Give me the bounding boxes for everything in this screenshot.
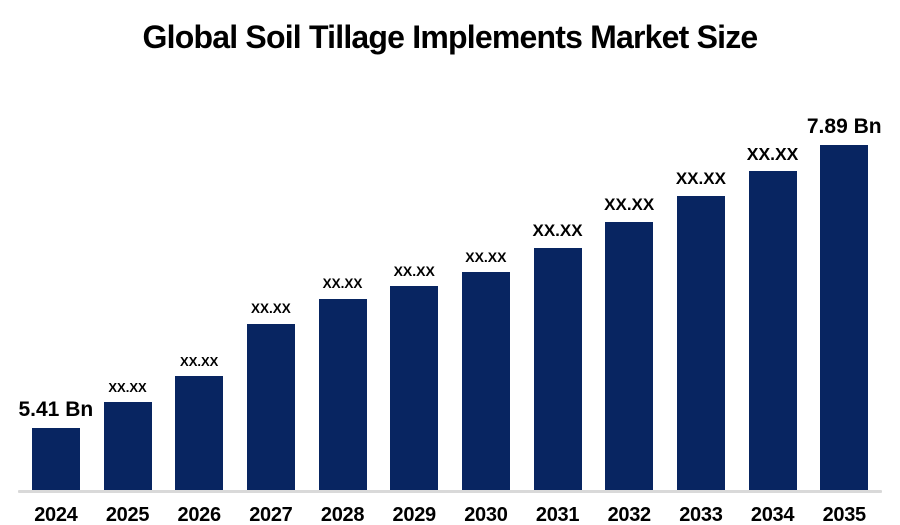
value-label-2025: XX.XX: [108, 379, 147, 395]
value-label-2024: 5.41 Bn: [18, 397, 94, 421]
x-axis-line: [18, 490, 882, 493]
bar-2029: [390, 286, 439, 490]
chart-canvas: Global Soil Tillage Implements Market Si…: [0, 19, 900, 525]
bar-slot-2030: XX.XX: [450, 248, 522, 490]
x-tick-2035: 2035: [822, 504, 867, 525]
bar-slot-2027: XX.XX: [235, 301, 307, 490]
x-tick-2030: 2030: [464, 504, 508, 525]
bar-slot-2033: XX.XX: [665, 170, 737, 490]
value-label-2029: XX.XX: [393, 262, 435, 279]
value-label-2030: XX.XX: [465, 248, 507, 265]
bar-slot-2029: XX.XX: [378, 262, 450, 490]
value-label-2033: XX.XX: [675, 169, 726, 189]
bar-slot-2026: XX.XX: [163, 353, 235, 490]
bar-slot-2032: XX.XX: [593, 196, 665, 490]
bar-slot-2034: XX.XX: [737, 143, 809, 490]
bar-slot-2025: XX.XX: [92, 379, 164, 490]
bar-slot-2028: XX.XX: [307, 276, 379, 490]
x-tick-2034: 2034: [750, 504, 795, 525]
value-label-2027: XX.XX: [250, 301, 291, 317]
bar-2028: [318, 299, 367, 490]
bar-2034: [748, 171, 797, 490]
bar-chart: 5.41 Bn XX.XX XX.XX XX.XX XX.XX XX.XX XX.XX XX.…: [0, 105, 900, 525]
x-tick-2028: 2028: [320, 504, 365, 525]
x-tick-2026: 2026: [177, 504, 222, 525]
x-tick-2027: 2027: [249, 504, 293, 525]
bar-2025: [103, 402, 152, 490]
bar-2026: [175, 376, 224, 490]
bar-2033: [676, 196, 725, 490]
value-label-2026: XX.XX: [180, 353, 219, 369]
bar-2030: [461, 272, 510, 490]
x-axis-labels: 2024 2025 2026 2027 2028 2029 2030 2031 2032 2033…: [0, 504, 900, 525]
bar-2035: [820, 145, 869, 490]
chart-title: Global Soil Tillage Implements Market Si…: [142, 19, 759, 55]
x-tick-2029: 2029: [392, 504, 437, 525]
bars-row: 5.41 Bn XX.XX XX.XX XX.XX XX.XX XX.XX XX.XX XX.…: [0, 105, 900, 490]
value-label-2032: XX.XX: [604, 195, 655, 215]
value-label-2028: XX.XX: [322, 276, 363, 292]
value-label-2031: XX.XX: [532, 221, 583, 241]
value-label-2035: 7.89 Bn: [806, 114, 882, 138]
bar-2031: [533, 248, 582, 490]
bar-2032: [605, 222, 654, 490]
x-tick-2025: 2025: [105, 504, 150, 525]
x-tick-2033: 2033: [679, 504, 723, 525]
value-label-2034: XX.XX: [746, 143, 799, 164]
bar-slot-2024: 5.41 Bn: [18, 397, 94, 490]
x-tick-2032: 2032: [607, 504, 652, 525]
bar-2027: [246, 324, 295, 490]
x-tick-2031: 2031: [535, 504, 580, 525]
bar-slot-2031: XX.XX: [522, 222, 594, 490]
bar-2024: [31, 428, 80, 490]
bar-slot-2035: 7.89 Bn: [806, 114, 882, 490]
x-tick-2024: 2024: [34, 504, 78, 525]
